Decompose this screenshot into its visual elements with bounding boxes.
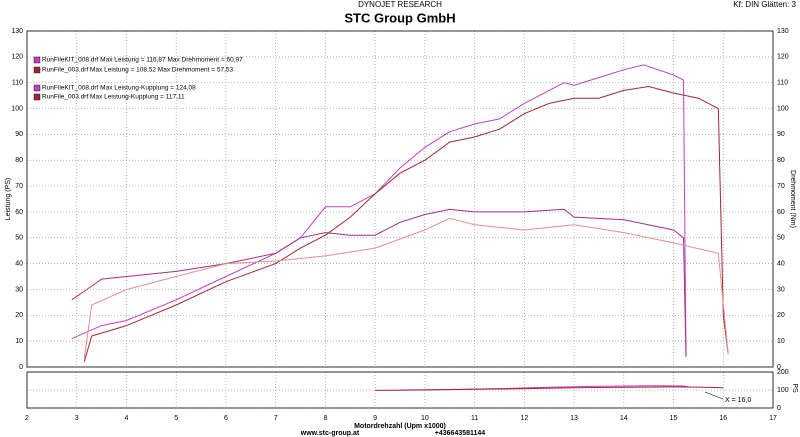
x-tick-label: 3 xyxy=(75,415,79,422)
lower-y-title: PS xyxy=(791,383,798,393)
chart-title: STC Group GmbH xyxy=(344,10,455,25)
x-tick-label: 17 xyxy=(769,415,777,422)
y2-tick-label: 50 xyxy=(777,235,785,242)
y-tick-label: 90 xyxy=(15,131,23,138)
x-tick-label: 12 xyxy=(520,415,528,422)
legend-label: RunFile_003.drf Max Leistung = 108,52 Ma… xyxy=(42,67,234,74)
data-line xyxy=(83,217,729,360)
x-tick-label: 5 xyxy=(174,415,178,422)
y-tick-label: 110 xyxy=(12,80,23,87)
y-tick-label: 80 xyxy=(15,157,23,164)
settings: Kf: DIN Glätten: 3 xyxy=(733,0,796,9)
x-tick-label: 15 xyxy=(670,415,678,422)
y2-tick-label: 100 xyxy=(777,105,789,112)
x-tick-label: 9 xyxy=(373,415,377,422)
legend-swatch xyxy=(33,84,41,92)
y-axis-title: Leistung (PS) xyxy=(5,178,12,220)
x-tick-label: 6 xyxy=(224,415,228,422)
website: www.stc-group.at xyxy=(300,430,360,437)
y2-tick-label: 200 xyxy=(777,369,789,376)
x-tick-label: 13 xyxy=(570,415,578,422)
legend-swatch xyxy=(33,56,41,64)
y-tick-label: 0 xyxy=(19,364,23,371)
y2-tick-label: 60 xyxy=(777,209,785,216)
y-tick-label: 20 xyxy=(15,312,23,319)
legend-label: RunFileKIT_008.drf Max Leistung-Kupplung… xyxy=(42,85,196,92)
annotation: X = 16,0 xyxy=(725,397,751,404)
y-tick-label: 30 xyxy=(15,286,23,293)
y-tick-label: 60 xyxy=(15,209,23,216)
y2-tick-label: 10 xyxy=(777,338,785,345)
y-tick-label: 120 xyxy=(11,54,23,61)
y2-tick-label: 20 xyxy=(777,312,785,319)
brand: DYNOJET RESEARCH xyxy=(358,0,442,9)
x-tick-label: 11 xyxy=(471,415,478,422)
plot-frame xyxy=(26,30,774,368)
data-line xyxy=(83,85,729,362)
x-tick-label: 2 xyxy=(25,415,29,422)
y-tick-label: 70 xyxy=(15,183,23,190)
x-tick-label: 4 xyxy=(125,415,129,422)
y2-tick-label: 90 xyxy=(777,131,785,138)
legend-label: RunFileKIT_008.drf Max Leistung = 116,87… xyxy=(42,57,243,64)
y2-tick-label: 0 xyxy=(777,405,781,412)
y2-tick-label: 30 xyxy=(777,286,785,293)
legend-swatch xyxy=(33,66,41,74)
legend-swatch xyxy=(33,93,41,101)
y2-tick-label: 40 xyxy=(777,260,785,267)
x-tick-label: 10 xyxy=(421,415,429,422)
legend-label: RunFile_003.drf Max Leistung-Kupplung = … xyxy=(42,94,185,101)
y-tick-label: 50 xyxy=(15,235,23,242)
x-tick-label: 14 xyxy=(620,415,628,422)
phone: +436643581144 xyxy=(435,430,486,437)
y2-tick-label: 130 xyxy=(777,28,789,35)
y-tick-label: 100 xyxy=(11,105,23,112)
x-tick-label: 8 xyxy=(323,415,327,422)
y2-axis-title: Drehmoment (Nm) xyxy=(789,170,796,228)
data-line xyxy=(71,64,687,357)
data-line xyxy=(71,208,687,357)
y2-tick-label: 80 xyxy=(777,157,785,164)
y2-tick-label: 120 xyxy=(777,54,789,61)
x-tick-label: 16 xyxy=(719,415,727,422)
y-tick-label: 10 xyxy=(15,338,23,345)
x-axis-title: Motordrehzahl (Upm x1000) xyxy=(354,423,446,430)
annotation-pointer xyxy=(704,391,724,400)
x-tick-label: 7 xyxy=(274,415,278,422)
plot-frame xyxy=(26,371,774,409)
data-line xyxy=(375,386,724,391)
y2-tick-label: 100 xyxy=(777,387,789,394)
y-tick-label: 130 xyxy=(11,28,23,35)
y2-tick-label: 110 xyxy=(777,80,788,87)
y-tick-label: 40 xyxy=(15,260,23,267)
y2-tick-label: 70 xyxy=(777,183,785,190)
y2-tick-label: 0 xyxy=(777,364,781,371)
